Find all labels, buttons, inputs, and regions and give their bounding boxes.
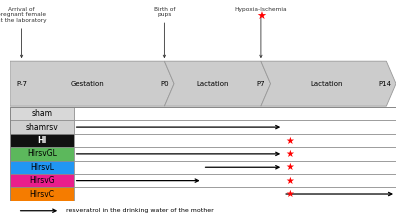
Bar: [10, 161, 74, 174]
Bar: [74, 120, 396, 134]
Text: P0: P0: [160, 81, 169, 87]
Text: resveratrol in the drinking water of the mother: resveratrol in the drinking water of the…: [66, 208, 214, 213]
Text: HIrsvG: HIrsvG: [29, 176, 55, 185]
Text: Lactation: Lactation: [310, 81, 343, 87]
Text: Arrival of
pregnant female
at the laboratory: Arrival of pregnant female at the labora…: [0, 7, 46, 58]
Text: ★: ★: [285, 176, 294, 186]
Text: HI: HI: [37, 136, 46, 145]
Bar: [74, 187, 396, 201]
Bar: [10, 107, 74, 120]
Text: Birth of
pups: Birth of pups: [154, 7, 175, 58]
Bar: [10, 174, 74, 187]
Bar: [10, 120, 74, 134]
Bar: [74, 174, 396, 187]
Text: ★: ★: [256, 12, 266, 22]
Text: Hypoxia-Ischemia: Hypoxia-Ischemia: [234, 7, 287, 58]
Bar: [74, 161, 396, 174]
Text: P7: P7: [256, 81, 265, 87]
Polygon shape: [10, 61, 174, 106]
Text: shamrsv: shamrsv: [26, 123, 58, 132]
Text: ★: ★: [285, 189, 294, 199]
Text: ★: ★: [285, 149, 294, 159]
Bar: [74, 107, 396, 120]
Text: P-7: P-7: [16, 81, 27, 87]
Bar: [74, 134, 396, 147]
Bar: [10, 134, 74, 147]
Bar: [74, 147, 396, 161]
Bar: [10, 187, 74, 201]
Text: HIrsvL: HIrsvL: [30, 163, 54, 172]
Text: HIrsvC: HIrsvC: [29, 190, 54, 198]
Text: P14: P14: [378, 81, 391, 87]
Text: Gestation: Gestation: [70, 81, 104, 87]
Polygon shape: [164, 61, 270, 106]
Text: Lactation: Lactation: [196, 81, 229, 87]
Polygon shape: [261, 61, 396, 106]
Text: sham: sham: [31, 109, 52, 118]
Bar: [10, 147, 74, 161]
Text: HIrsvGL: HIrsvGL: [27, 149, 57, 158]
Text: ★: ★: [285, 162, 294, 172]
Text: ★: ★: [285, 136, 294, 145]
